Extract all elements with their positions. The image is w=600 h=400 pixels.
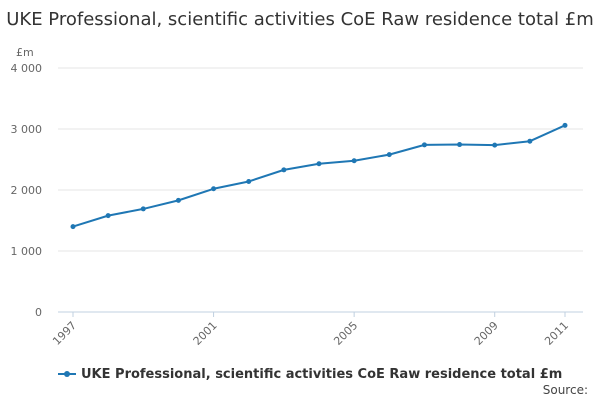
legend-item[interactable]: UKE Professional, scientific activities … bbox=[58, 366, 562, 382]
legend-label: UKE Professional, scientific activities … bbox=[81, 366, 563, 382]
data-point[interactable] bbox=[105, 213, 111, 219]
data-point[interactable] bbox=[281, 167, 287, 173]
source-label: Source: bbox=[542, 383, 588, 397]
data-point[interactable] bbox=[211, 186, 217, 192]
data-point[interactable] bbox=[562, 122, 568, 128]
x-tick-label: 1997 bbox=[50, 319, 79, 348]
x-tick-label: 2005 bbox=[331, 319, 360, 348]
data-point[interactable] bbox=[316, 161, 322, 167]
data-point[interactable] bbox=[351, 158, 357, 164]
legend-line-icon bbox=[58, 368, 76, 380]
data-point[interactable] bbox=[421, 142, 427, 148]
data-point[interactable] bbox=[527, 138, 533, 144]
y-tick-label: 1 000 bbox=[11, 245, 43, 258]
data-point[interactable] bbox=[140, 206, 146, 212]
data-point[interactable] bbox=[70, 224, 76, 230]
x-tick-label: 2001 bbox=[191, 319, 220, 348]
data-point[interactable] bbox=[386, 152, 392, 158]
y-tick-label: 4 000 bbox=[11, 62, 43, 75]
legend-marker bbox=[64, 371, 70, 377]
y-tick-label: 0 bbox=[35, 306, 42, 319]
axis-layer: 0 1 000 2 000 3 000 4 000 1997 2001 2005 2009 201… bbox=[11, 62, 583, 348]
grid-layer bbox=[58, 67, 583, 313]
y-axis-unit-label: £m bbox=[16, 46, 34, 59]
data-point[interactable] bbox=[246, 178, 252, 184]
data-point[interactable] bbox=[175, 197, 181, 203]
x-tick-label: 2009 bbox=[472, 319, 501, 348]
chart-title: UKE Professional, scientific activities … bbox=[6, 9, 594, 30]
series-layer bbox=[70, 122, 568, 230]
data-point[interactable] bbox=[492, 142, 498, 148]
y-tick-label: 2 000 bbox=[11, 184, 43, 197]
y-tick-label: 3 000 bbox=[11, 123, 43, 136]
data-point[interactable] bbox=[457, 142, 463, 148]
series-line bbox=[72, 124, 566, 228]
x-tick-label: 2011 bbox=[542, 319, 571, 348]
